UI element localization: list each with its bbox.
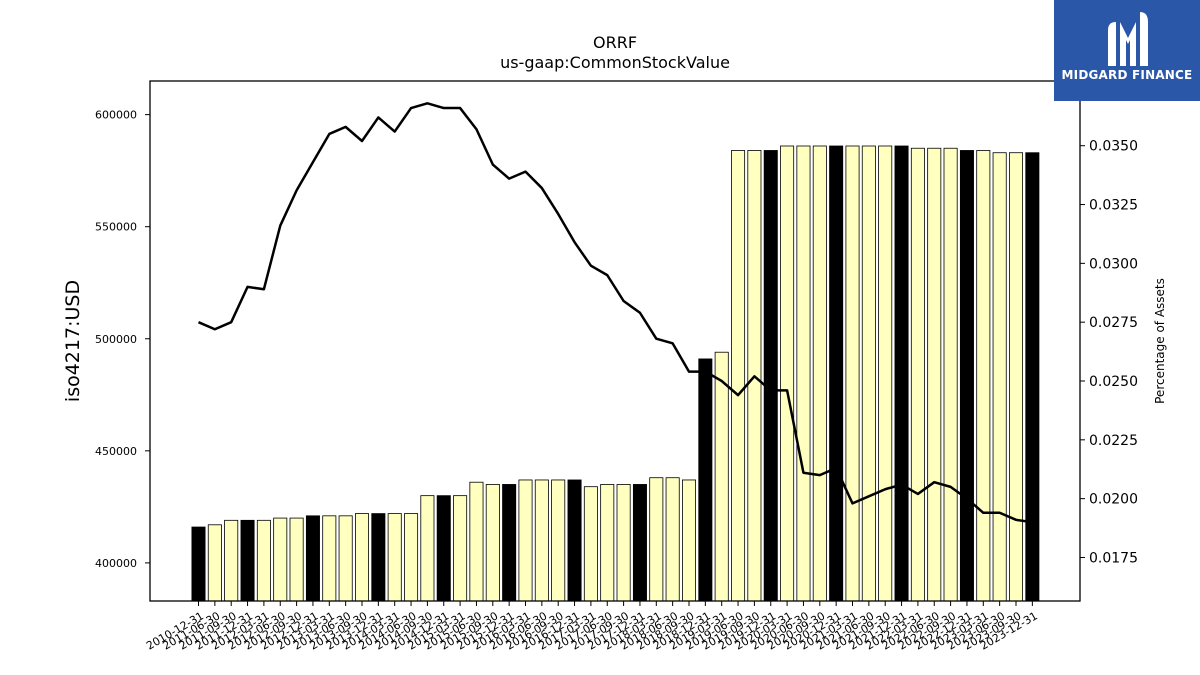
bar (976, 150, 991, 602)
bar (894, 145, 909, 602)
bar (731, 150, 746, 602)
right-axis: 0.0175 0.0200 0.0225 0.0250 0.0275 0.0300 0.03… (1080, 139, 1138, 566)
bar (1025, 152, 1040, 602)
y-tick-label: 500000 (95, 333, 137, 346)
y2-axis-label: Percentage of Assets (1153, 278, 1167, 404)
y-tick-label: 600000 (95, 109, 137, 122)
bar (910, 147, 925, 602)
bar (943, 147, 958, 602)
chart-title: ORRF (593, 33, 637, 52)
bar (959, 150, 974, 602)
bar (845, 145, 860, 602)
bar (763, 150, 778, 602)
logo-mark-icon (1108, 12, 1148, 66)
bar (420, 495, 435, 602)
bar (436, 495, 451, 602)
bar (551, 479, 566, 602)
bar (453, 495, 468, 602)
bar (207, 524, 222, 602)
bar (632, 484, 647, 602)
bar (518, 479, 533, 602)
bar (273, 517, 288, 602)
bar (665, 477, 680, 602)
y2-tick-label: 0.0300 (1089, 256, 1138, 272)
y2-tick-label: 0.0350 (1089, 139, 1138, 155)
y2-tick-label: 0.0275 (1089, 315, 1138, 331)
logo-text: MIDGARD FINANCE (1061, 68, 1193, 82)
bar (829, 145, 844, 602)
bar (992, 152, 1007, 602)
bar (224, 519, 239, 602)
y-axis-label: iso4217:USD (62, 280, 84, 402)
y2-tick-label: 0.0250 (1089, 374, 1138, 390)
bar (387, 513, 402, 602)
bar (583, 486, 598, 602)
bar (714, 351, 729, 602)
bar (305, 515, 320, 602)
bar (289, 517, 304, 602)
bar (404, 513, 419, 602)
bar (502, 484, 517, 602)
y2-tick-label: 0.0225 (1089, 433, 1138, 449)
bar (600, 484, 615, 602)
y-tick-label: 400000 (95, 557, 137, 570)
bar (812, 145, 827, 602)
left-axis: 400000 450000 500000 550000 600000 (95, 109, 150, 570)
bar (698, 358, 713, 602)
bar (780, 145, 795, 602)
bar (371, 513, 386, 602)
bar (191, 526, 206, 602)
bar (322, 515, 337, 602)
bar (469, 481, 484, 602)
y2-tick-label: 0.0200 (1089, 492, 1138, 508)
bar (485, 484, 500, 602)
y2-tick-label: 0.0325 (1089, 198, 1138, 214)
bar (567, 479, 582, 602)
bar (682, 479, 697, 602)
bar (1009, 152, 1024, 602)
bar (354, 513, 369, 602)
y-tick-label: 450000 (95, 445, 137, 458)
plot-frame (149, 80, 1081, 602)
x-axis: 2010-12-312011-06-302011-09-302011-12-31… (144, 601, 1040, 653)
bar (649, 477, 664, 602)
chart-subtitle: us-gaap:CommonStockValue (500, 53, 730, 72)
bar (256, 519, 271, 602)
bars-group (191, 145, 1040, 602)
bar (338, 515, 353, 602)
bar (878, 145, 893, 602)
bar (534, 479, 549, 602)
y2-tick-label: 0.0175 (1089, 550, 1138, 566)
line-group (198, 102, 1033, 524)
bar (861, 145, 876, 602)
bar (927, 147, 942, 602)
bar (796, 145, 811, 602)
percentage-line (198, 102, 1033, 524)
bar (616, 484, 631, 602)
midgard-finance-logo: MIDGARD FINANCE (1054, 0, 1200, 101)
bar (240, 519, 255, 602)
y-tick-label: 550000 (95, 221, 137, 234)
